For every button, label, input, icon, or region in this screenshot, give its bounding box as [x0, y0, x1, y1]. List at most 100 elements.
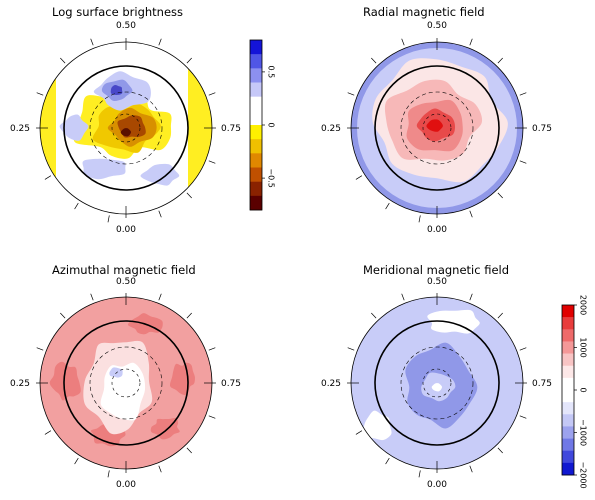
phase-tick — [520, 161, 527, 164]
phase-tick — [187, 58, 192, 63]
colorbar-band — [250, 196, 262, 210]
colorbar-band — [250, 83, 262, 97]
colorbar-band — [562, 463, 574, 475]
phase-tick — [159, 466, 162, 473]
colorbar-tick-label: 0 — [579, 387, 588, 392]
phase-tick — [470, 39, 473, 46]
colorbar-band — [250, 111, 262, 125]
colorbar-tick-label: 1000 — [579, 337, 588, 357]
phase-tick — [348, 348, 355, 351]
colorbar-band — [562, 366, 574, 378]
phase-tick — [386, 203, 390, 209]
phase-label-right: 0.75 — [532, 124, 552, 134]
phase-label-bottom: 0.00 — [427, 480, 447, 490]
phase-tick — [402, 39, 405, 46]
colorbar-brightness: 0.5 0 −0.5 — [250, 40, 276, 210]
colorbar-band — [562, 305, 574, 317]
phase-tick — [371, 58, 376, 63]
colorbar-band — [250, 54, 262, 68]
phase-label-left: 0.25 — [321, 379, 341, 389]
contour-region — [188, 42, 212, 198]
phase-tick — [91, 39, 94, 46]
colorbar-tick-label: 2000 — [579, 295, 588, 315]
colorbar-tick-label: −0.5 — [267, 168, 276, 187]
phase-tick — [356, 176, 362, 180]
phase-tick — [386, 458, 390, 464]
colorbar-band — [562, 439, 574, 451]
phase-label-top: 0.50 — [427, 277, 447, 287]
colorbar-band — [250, 125, 262, 139]
phase-tick — [356, 431, 362, 435]
phase-tick — [187, 313, 192, 318]
phase-tick — [37, 348, 44, 351]
phase-tick — [209, 416, 216, 419]
phase-tick — [159, 294, 162, 301]
colorbar-tick-label: −2000 — [579, 461, 588, 488]
colorbar-band — [250, 168, 262, 182]
colorbar-band — [562, 390, 574, 402]
colorbar-band — [250, 97, 262, 111]
colorbar-tick-label: 0.5 — [267, 66, 276, 79]
phase-label-top: 0.50 — [116, 21, 136, 31]
phase-tick — [45, 176, 51, 180]
panel-title: Azimuthal magnetic field — [52, 263, 196, 277]
colorbar-band — [562, 354, 574, 366]
phase-tick — [37, 93, 44, 96]
phase-tick — [91, 294, 94, 301]
phase-tick — [419, 215, 420, 222]
colorbar-band — [562, 341, 574, 353]
panel-title: Log surface brightness — [52, 5, 183, 19]
colorbar-bands — [562, 305, 574, 475]
contour-map — [351, 297, 523, 469]
contour-map — [40, 297, 212, 469]
panel-azimuthal-magnetic-field: Azimuthal magnetic field 0.50 0.25 0.75 … — [10, 263, 241, 490]
phase-tick — [187, 448, 192, 453]
phase-tick — [75, 458, 79, 464]
panel-meridional-magnetic-field: Meridional magnetic field 0.50 0.25 0.75… — [321, 263, 552, 490]
phase-label-right: 0.75 — [221, 124, 241, 134]
colorbar-band — [562, 378, 574, 390]
phase-label-top: 0.50 — [116, 277, 136, 287]
colorbar-band — [562, 414, 574, 426]
colorbar-bands — [250, 40, 262, 210]
phase-tick — [498, 448, 503, 453]
contour-map — [351, 42, 523, 214]
phase-label-right: 0.75 — [532, 379, 552, 389]
phase-tick — [498, 193, 503, 198]
colorbar-band — [562, 426, 574, 438]
colorbar-band — [562, 402, 574, 414]
phase-tick — [419, 470, 420, 477]
phase-tick — [75, 203, 79, 209]
phase-tick — [520, 416, 527, 419]
phase-tick — [159, 39, 162, 46]
phase-label-bottom: 0.00 — [116, 225, 136, 235]
phase-tick — [159, 211, 162, 218]
phase-tick — [187, 193, 192, 198]
phase-tick — [45, 431, 51, 435]
colorbar-ticks: 2000 1000 0 −1000 −2000 — [574, 295, 588, 489]
phase-tick — [520, 348, 527, 351]
phase-label-left: 0.25 — [10, 379, 30, 389]
phase-tick — [402, 294, 405, 301]
colorbar-band — [250, 139, 262, 153]
phase-tick — [371, 313, 376, 318]
phase-tick — [470, 211, 473, 218]
phase-label-bottom: 0.00 — [116, 480, 136, 490]
colorbar-tick-label: 0 — [267, 122, 276, 127]
panel-log-surface-brightness: Log surface brightness 0.50 0.25 0.75 0.… — [10, 5, 241, 235]
phase-tick — [498, 58, 503, 63]
phase-label-right: 0.75 — [221, 379, 241, 389]
phase-tick — [60, 58, 65, 63]
contour-map — [40, 42, 212, 214]
panel-title: Radial magnetic field — [363, 5, 485, 19]
phase-tick — [498, 313, 503, 318]
colorbar-band — [562, 329, 574, 341]
colorbar-band — [562, 317, 574, 329]
phase-tick — [209, 161, 216, 164]
colorbar-field: 2000 1000 0 −1000 −2000 — [562, 295, 588, 489]
colorbar-band — [250, 68, 262, 82]
phase-label-left: 0.25 — [321, 124, 341, 134]
colorbar-tick-label: −1000 — [579, 419, 588, 446]
phase-tick — [108, 215, 109, 222]
